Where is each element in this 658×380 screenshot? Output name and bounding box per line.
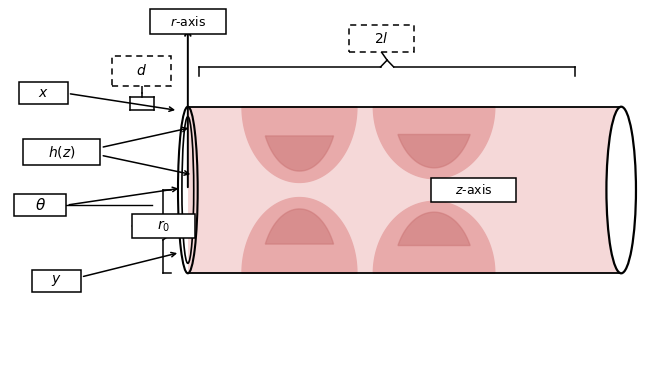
- Text: $z$-axis: $z$-axis: [455, 183, 492, 197]
- Bar: [188, 107, 621, 273]
- Polygon shape: [242, 198, 357, 273]
- Polygon shape: [398, 212, 470, 245]
- Text: $d$: $d$: [136, 63, 147, 78]
- Text: $h(z)$: $h(z)$: [48, 144, 76, 160]
- Polygon shape: [265, 136, 334, 171]
- FancyBboxPatch shape: [113, 56, 172, 86]
- FancyBboxPatch shape: [431, 178, 516, 202]
- Polygon shape: [373, 201, 495, 273]
- FancyBboxPatch shape: [14, 194, 66, 216]
- Text: $\theta$: $\theta$: [35, 197, 45, 213]
- Ellipse shape: [607, 107, 636, 273]
- FancyBboxPatch shape: [132, 214, 195, 238]
- Polygon shape: [265, 209, 334, 244]
- FancyBboxPatch shape: [18, 82, 68, 104]
- FancyBboxPatch shape: [150, 9, 226, 34]
- Text: $r_0$: $r_0$: [157, 218, 170, 234]
- Text: $2l$: $2l$: [374, 31, 389, 46]
- Polygon shape: [398, 135, 470, 168]
- FancyBboxPatch shape: [349, 25, 415, 52]
- Text: $y$: $y$: [51, 273, 62, 288]
- FancyBboxPatch shape: [23, 139, 101, 165]
- Polygon shape: [373, 107, 495, 179]
- Text: $r$-axis: $r$-axis: [170, 14, 206, 28]
- Polygon shape: [242, 107, 357, 182]
- FancyBboxPatch shape: [32, 270, 81, 292]
- Text: $x$: $x$: [38, 87, 49, 100]
